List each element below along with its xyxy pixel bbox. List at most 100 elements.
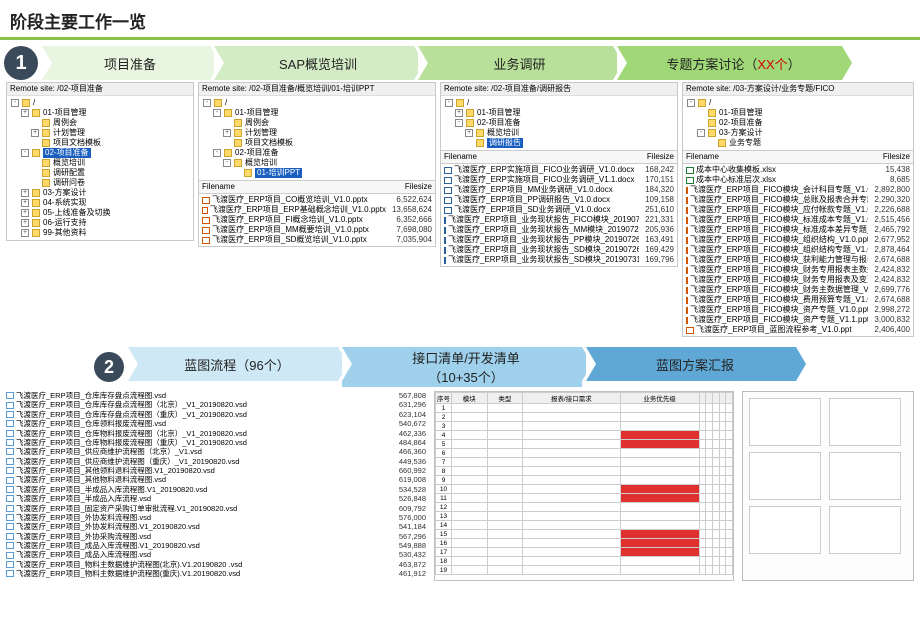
stage-number-2: 2 [94,352,124,382]
file-row[interactable]: 飞渡医疗_ERP项目_FICO模块_组织结构_V1.0.ppt2,677,952 [686,235,910,245]
file-row[interactable]: 飞渡医疗_ERP项目_SD概览培训_V1.0.pptx7,035,904 [202,235,432,245]
tree-node[interactable]: 周例会 [201,118,433,128]
tree-node[interactable]: 业务专题 [685,138,911,148]
file-row[interactable]: 飞渡医疗_ERP项目_蓝图流程参考_V1.0.ppt2,406,400 [686,325,910,335]
chevron: 接口清单/开发清单 （10+35个） [342,347,582,387]
tree-node[interactable]: +01-项目管理 [443,108,675,118]
tree-node[interactable]: 调研问卷 [9,178,191,188]
tree-node[interactable]: -02-项目准备 [201,148,433,158]
file-row[interactable]: 飞渡医疗_ERP项目_FICO模块_财务主数据管理_V1.0.ppt2,699,… [686,285,910,295]
chevron: 业务调研 [418,46,613,80]
tree-node[interactable]: 01-项目管理 [685,108,911,118]
vsd-row[interactable]: 飞渡医疗_ERP项目_外协发料流程图.V1_20190820.vsd541,18… [6,522,426,531]
tree-node[interactable]: 概览培训 [9,158,191,168]
file-row[interactable]: 飞渡医疗_ERP项目_业务现状报告_SD模块_20190726.docx169,… [444,245,674,255]
tree-node[interactable]: -/ [443,98,675,108]
file-row[interactable]: 飞渡医疗_ERP项目_FICO模块_标准成本差异专题_V1.0.ppt2,465… [686,225,910,235]
tree-node[interactable]: -/ [201,98,433,108]
file-row[interactable]: 飞渡医疗_ERP项目_SD业务调研_V1.0.docx251,610 [444,205,674,215]
file-row[interactable]: 飞渡医疗_ERP项目_FICO模块_获利能力管理与报表2_V1.0.ppt2,6… [686,255,910,265]
tree-node[interactable]: 周例会 [9,118,191,128]
remote-site-path: Remote site: /03-方案设计/业务专题/FICO [683,83,913,96]
vsd-row[interactable]: 飞渡医疗_ERP项目_固定资产采购订单审批流程.V1_20190820.vsd6… [6,504,426,513]
tree-node[interactable]: 01-培训PPT [201,168,433,178]
file-row[interactable]: 飞渡医疗_ERP项目_FICO模块_财务专用报表及变更_V1.0.ppt2,42… [686,275,910,285]
file-row[interactable]: 飞渡医疗_ERP项目_MM业务调研_V1.0.docx184,320 [444,185,674,195]
tree-node[interactable]: +05-上线准备及切换 [9,208,191,218]
tree-node[interactable]: +01-项目管理 [9,108,191,118]
tree-node[interactable]: 项目文档模板 [201,138,433,148]
vsd-row[interactable]: 飞渡医疗_ERP项目_仓库库存盘点流程图（重庆）_V1_20190820.vsd… [6,410,426,419]
panel-training-ppt: Remote site: /02-项目准备/概览培训/01-培训PPT -/-01… [198,82,436,247]
tree-node[interactable]: -01-项目管理 [201,108,433,118]
file-row[interactable]: 飞渡医疗_ERP项目_FICO模块_费用预算专题_V1.0.ppt2,674,6… [686,295,910,305]
vsd-row[interactable]: 飞渡医疗_ERP项目_仓库库存盘点流程图（北京）_V1_20190820.vsd… [6,400,426,409]
panel-survey-report: Remote site: /02-项目准备/调研报告-/+01-项目管理-02-… [440,82,678,267]
tree-node[interactable]: -02-项目准备 [443,118,675,128]
vsd-row[interactable]: 飞渡医疗_ERP项目_成品入库流程图.vsd530,432 [6,550,426,559]
tree-node[interactable]: -概览培训 [201,158,433,168]
file-row[interactable]: 飞渡医疗_ERP项目_FICO模块_组织结构专题_V1.0.ppt2,878,4… [686,245,910,255]
file-row[interactable]: 飞渡医疗_ERP项目_业务现状报告_FICO模块_20190726.docx22… [444,215,674,225]
vsd-row[interactable]: 飞渡医疗_ERP项目_供应商维护流程图（重庆）_V1_20190820.vsd4… [6,457,426,466]
vsd-row[interactable]: 飞渡医疗_ERP项目_半成品入库流程图.V1_20190820.vsd534,5… [6,485,426,494]
chevron: 蓝图方案汇报 [586,347,796,381]
tree-node[interactable]: -/ [9,98,191,108]
tree-node[interactable]: +06-运行支持 [9,218,191,228]
vsd-row[interactable]: 飞渡医疗_ERP项目_其他物料退料流程图.vsd619,008 [6,475,426,484]
vsd-row[interactable]: 飞渡医疗_ERP项目_物料主数据维护流程图(北京).V1.20190820 .v… [6,560,426,569]
vsd-row[interactable]: 飞渡医疗_ERP项目_半成品入库流程.vsd526,848 [6,494,426,503]
tree-node[interactable]: +计划管理 [201,128,433,138]
tree-node[interactable]: +计划管理 [9,128,191,138]
tree-node[interactable]: 项目文档模板 [9,138,191,148]
tree-node[interactable]: -/ [685,98,911,108]
file-row[interactable]: 飞渡医疗_ERP项目_业务现状报告_MM模块_20190726.docx205,… [444,225,674,235]
file-row[interactable]: 飞渡医疗_ERP项目_FICO模块_财务专用报表主数据_V1.0.ppt2,42… [686,265,910,275]
file-row[interactable]: 飞渡医疗_ERP项目_FI概念培训_V1.0.pptx6,352,666 [202,215,432,225]
file-row[interactable]: 飞渡医疗_ERP项目_FICO模块_资产专题_V1.1.ppt3,000,832 [686,315,910,325]
file-row[interactable]: 飞渡医疗_ERP项目_FICO模块_总账及报表合并专题_V1.0.ppt2,29… [686,195,910,205]
chevron: SAP概览培训 [214,46,414,80]
file-row[interactable]: 飞渡医疗_ERP项目_业务现状报告_PP模块_20190726.docx163,… [444,235,674,245]
vsd-row[interactable]: 飞渡医疗_ERP项目_供应商维护流程图（北京）_V1.vsd466,360 [6,447,426,456]
tree-node[interactable]: +概览培训 [443,128,675,138]
file-row[interactable]: 飞渡医疗_ERP项目_PP调研报告_V1.0.docx109,158 [444,195,674,205]
tree-node[interactable]: +04-系统实现 [9,198,191,208]
file-row[interactable]: 飞渡医疗_ERP项目_FICO模块_应付帐款专题_V1.0.ppt2,226,6… [686,205,910,215]
file-row[interactable]: 飞渡医疗_ERP项目_ERP基础概念培训_V1.0.pptx13,658,624 [202,205,432,215]
chevron: 项目准备 [42,46,210,80]
file-row[interactable]: 飞渡医疗_ERP项目_FICO模块_标准成本专题_V1.0.ppt2,515,4… [686,215,910,225]
tree-node[interactable]: 02-项目准备 [685,118,911,128]
tree-node[interactable]: -03-方案设计 [685,128,911,138]
page-title: 阶段主要工作一览 [10,8,910,33]
vsd-row[interactable]: 飞渡医疗_ERP项目_物料主数据维护流程图(重庆).V1.20190820.vs… [6,569,426,578]
file-row[interactable]: 飞渡医疗_ERP实施项目_FICO业务调研_V1.1.docx170,151 [444,175,674,185]
file-row[interactable]: 飞渡医疗_ERP实施项目_FICO业务调研_V1.0.docx168,242 [444,165,674,175]
vsd-row[interactable]: 飞渡医疗_ERP项目_外协采购流程图.vsd567,296 [6,532,426,541]
vsd-row[interactable]: 飞渡医疗_ERP项目_成品入库流程图.V1_20190820.vsd549,88… [6,541,426,550]
file-row[interactable]: 飞渡医疗_ERP项目_CO概览培训_V1.0.pptx6,522,624 [202,195,432,205]
stage-row-2: 2 蓝图流程（96个）接口清单/开发清单 （10+35个）蓝图方案汇报 [0,341,920,389]
chevron: 蓝图流程（96个） [128,347,338,381]
remote-site-path: Remote site: /02-项目准备/概览培训/01-培训PPT [199,83,435,96]
file-row[interactable]: 飞渡医疗_ERP项目_MM概要培训_V1.0.pptx7,698,080 [202,225,432,235]
tree-node[interactable]: -02-项目准备 [9,148,191,158]
tree-node[interactable]: 调研报告 [443,138,675,148]
vsd-row[interactable]: 飞渡医疗_ERP项目_仓库物料报废流程图（重庆）_V1_20190820.vsd… [6,438,426,447]
panel-project-prep: Remote site: /02-项目准备-/+01-项目管理周例会+计划管理项… [6,82,194,241]
vsd-row[interactable]: 飞渡医疗_ERP项目_其他领料退料流程图.V1_20190820.vsd660,… [6,466,426,475]
tree-node[interactable]: 调研配置 [9,168,191,178]
tree-node[interactable]: +03-方案设计 [9,188,191,198]
chevron: 专题方案讨论（XX个） [617,46,842,80]
file-row[interactable]: 成本中心标准层次.xlsx8,685 [686,175,910,185]
file-row[interactable]: 飞渡医疗_ERP项目_业务现状报告_SD模块_20190731.docx169,… [444,255,674,265]
file-row[interactable]: 飞渡医疗_ERP项目_FICO模块_会计科目专题_V1.0.ppt2,892,8… [686,185,910,195]
ppt-thumbnails [742,391,914,581]
vsd-row[interactable]: 飞渡医疗_ERP项目_仓库库存盘点流程图.vsd567,808 [6,391,426,400]
file-row[interactable]: 飞渡医疗_ERP项目_FICO模块_资产专题_V1.0.ppt2,998,272 [686,305,910,315]
vsd-row[interactable]: 飞渡医疗_ERP项目_外协发料流程图.vsd576,000 [6,513,426,522]
tree-node[interactable]: +99-其他资料 [9,228,191,238]
vsd-row[interactable]: 飞渡医疗_ERP项目_仓库领料报废流程图.vsd540,672 [6,419,426,428]
file-row[interactable]: 成本中心收集模板.xlsx15,438 [686,165,910,175]
vsd-row[interactable]: 飞渡医疗_ERP项目_仓库物料报废流程图（北京）_V1_20190820.vsd… [6,429,426,438]
